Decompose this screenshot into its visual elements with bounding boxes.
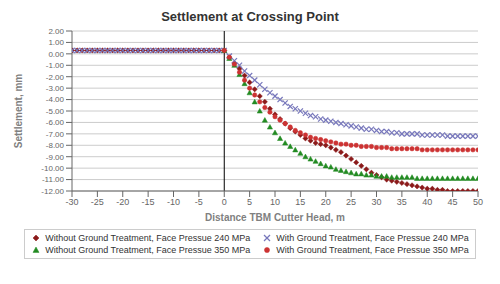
svg-text:10: 10 [270,197,280,207]
svg-text:-1.00: -1.00 [46,61,65,70]
svg-text:30: 30 [371,197,381,207]
svg-text:-30: -30 [65,197,78,207]
svg-text:-3.00: -3.00 [46,84,65,93]
svg-text:-5: -5 [195,197,203,207]
svg-text:15: 15 [295,197,305,207]
svg-text:-2.00: -2.00 [46,73,65,82]
svg-text:20: 20 [321,197,331,207]
svg-text:-10.00: -10.00 [41,164,64,173]
svg-text:35: 35 [397,197,407,207]
html-text:Without Ground Treatment, Face: Without Ground Treatment, Face Pressue 2… [45,233,251,243]
svg-text:40: 40 [422,197,432,207]
html-text:With Ground Treatment, Face Pr: With Ground Treatment, Face Pressue 350 … [276,245,469,255]
svg-text:-11.00: -11.00 [42,175,65,184]
html-text:With Ground Treatment, Face Pr: With Ground Treatment, Face Pressue 240 … [276,233,469,243]
svg-text:-25: -25 [91,197,104,207]
svg-text:-4.00: -4.00 [46,95,65,104]
svg-text:0: 0 [222,197,227,207]
svg-text:Distance TBM Cutter Head, m: Distance TBM Cutter Head, m [205,212,345,223]
html-text:Settlement at Crossing Point: Settlement at Crossing Point [161,9,339,24]
svg-text:1.00: 1.00 [48,38,64,47]
svg-text:-15: -15 [142,197,155,207]
svg-text:-5.00: -5.00 [46,107,65,116]
svg-text:-9.00: -9.00 [46,153,65,162]
svg-text:-8.00: -8.00 [46,141,65,150]
svg-text:-10: -10 [167,197,180,207]
svg-text:-6.00: -6.00 [46,118,65,127]
svg-text:50: 50 [473,197,483,207]
html-text:Without Ground Treatment, Face: Without Ground Treatment, Face Pressue 3… [45,245,251,255]
svg-text:-12.00: -12.00 [41,187,64,196]
svg-text:-20: -20 [116,197,129,207]
svg-text:2.00: 2.00 [48,27,64,36]
svg-text:0.00: 0.00 [48,50,64,59]
svg-text:5: 5 [247,197,252,207]
svg-text:Settlement, mm: Settlement, mm [13,74,24,149]
svg-text:25: 25 [346,197,356,207]
svg-text:45: 45 [448,197,458,207]
svg-text:-7.00: -7.00 [46,130,65,139]
